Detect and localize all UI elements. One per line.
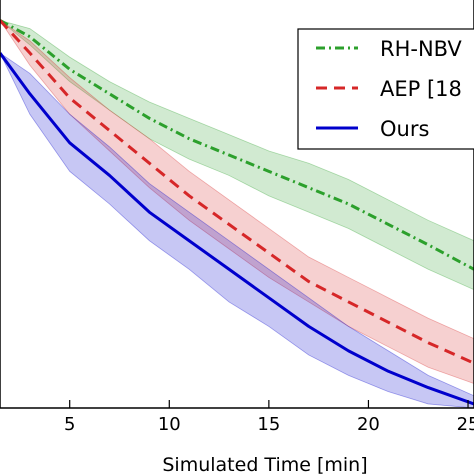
legend-label-aep-18: AEP [18 [380, 77, 462, 101]
legend-label-ours: Ours [380, 117, 429, 141]
legend-label-rh-nbv: RH-NBV [380, 37, 462, 61]
aep-18-band [0, 20, 474, 384]
x-tick-label: 15 [257, 414, 280, 435]
x-ticks: 5 10 15 20 25 [64, 400, 474, 435]
rh-nbv-band [0, 20, 474, 291]
x-tick-label: 10 [158, 414, 181, 435]
x-tick-label: 25 [457, 414, 474, 435]
x-axis-label: Simulated Time [min] [162, 454, 367, 474]
series-lines [0, 19, 474, 406]
legend: RH-NBV AEP [18 Ours [297, 28, 474, 150]
rh-nbv-line [0, 19, 474, 271]
aep-18-line [0, 19, 474, 365]
plot-frame [0, 0, 474, 409]
ours-line [0, 52, 474, 406]
ours-band [0, 52, 474, 409]
x-tick-label: 20 [357, 414, 380, 435]
x-tick-label: 5 [64, 414, 75, 435]
confidence-bands [0, 20, 474, 409]
